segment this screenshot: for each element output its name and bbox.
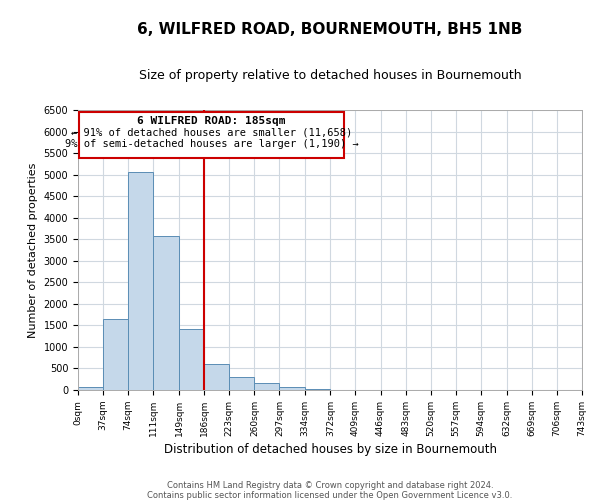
FancyBboxPatch shape xyxy=(79,112,344,158)
Text: Contains public sector information licensed under the Open Government Licence v3: Contains public sector information licen… xyxy=(148,491,512,500)
Bar xyxy=(103,319,128,390)
X-axis label: Distribution of detached houses by size in Bournemouth: Distribution of detached houses by size … xyxy=(163,443,497,456)
Bar xyxy=(280,387,305,390)
Bar xyxy=(153,236,179,390)
Y-axis label: Number of detached properties: Number of detached properties xyxy=(28,162,38,338)
Bar xyxy=(229,377,254,390)
Text: ← 91% of detached houses are smaller (11,658): ← 91% of detached houses are smaller (11… xyxy=(71,127,352,137)
Title: Size of property relative to detached houses in Bournemouth: Size of property relative to detached ho… xyxy=(139,70,521,82)
Text: 6 WILFRED ROAD: 185sqm: 6 WILFRED ROAD: 185sqm xyxy=(137,116,286,126)
Bar xyxy=(204,364,229,390)
Text: 6, WILFRED ROAD, BOURNEMOUTH, BH5 1NB: 6, WILFRED ROAD, BOURNEMOUTH, BH5 1NB xyxy=(137,22,523,38)
Text: 9% of semi-detached houses are larger (1,190) →: 9% of semi-detached houses are larger (1… xyxy=(65,140,359,149)
Bar xyxy=(179,329,204,390)
Text: Contains HM Land Registry data © Crown copyright and database right 2024.: Contains HM Land Registry data © Crown c… xyxy=(167,481,493,490)
Bar xyxy=(128,172,153,390)
Bar xyxy=(254,384,280,390)
Bar xyxy=(78,388,103,390)
